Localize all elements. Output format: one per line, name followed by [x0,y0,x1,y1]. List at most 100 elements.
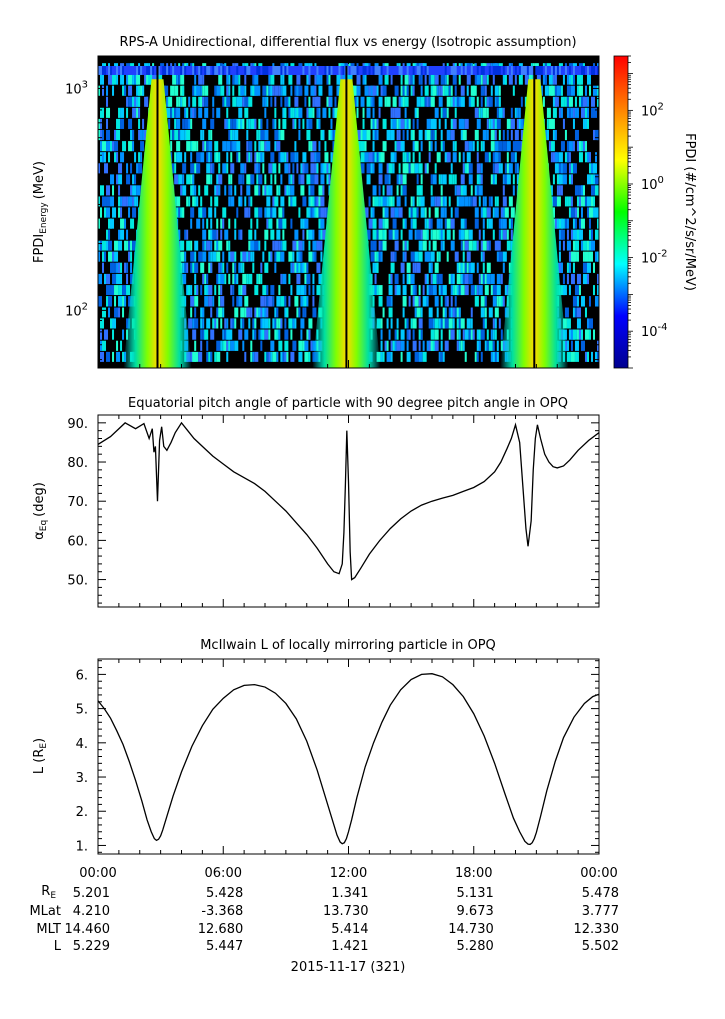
spectrogram-cell [458,66,462,75]
spectrogram-cell [126,174,131,185]
pitch-angle-y-tick-label: 60. [67,534,88,549]
spectrogram-cell [264,307,267,318]
spectrogram-cell [130,273,135,285]
spectrogram-cell [218,66,221,75]
spectrogram-cell [576,207,579,218]
spectrogram-cell [238,96,243,107]
spectrogram-cell [386,340,389,351]
spectrogram-cell [200,262,205,273]
spectrogram-cell [404,163,409,174]
spectrogram-cell [378,185,381,196]
spectrogram-cell [272,207,277,218]
spectrogram-cell [392,163,395,174]
spectrogram-cell [566,240,571,251]
spectrogram-cell [440,285,443,296]
spectrogram-cell [112,251,115,262]
spectrogram-cell [202,318,205,329]
pitch-angle-panel: Equatorial pitch angle of particle with … [32,396,600,608]
spectrogram-cell [504,74,507,85]
spectrogram-cell [430,185,433,196]
spectrogram-cell [212,163,215,174]
spectrogram-cell [426,96,429,107]
spectrogram-cell [450,129,455,141]
spectrogram-cell [130,251,133,262]
spectrogram-cell [100,118,103,129]
spectrogram-cell [244,85,247,96]
spectrogram-cell [110,174,115,185]
spectrogram-cell [138,66,141,75]
spectrogram-cell [112,273,117,285]
spectrogram-cell [328,107,331,118]
spectrogram-cell [370,207,373,218]
spectrogram-cell [410,318,413,329]
spectrogram-cell [304,96,307,107]
spectrogram-cell [506,174,511,185]
spectrogram-cell [206,174,211,185]
spectrogram-cell [276,318,279,329]
spectrogram-cell [494,318,497,329]
spectrogram-cell [572,107,575,118]
spectrogram-cell [202,273,205,285]
spectrogram-cell [418,240,423,251]
spectrogram-cell [450,329,455,340]
spectrogram-cell [506,229,509,240]
spectrogram-cell [248,251,251,262]
spectrogram-cell [200,96,203,107]
spectrogram-cell [566,262,569,273]
spectrogram-cell [572,218,575,229]
spectrogram-cell [420,96,425,107]
spectrogram-cell [126,66,129,75]
spectrogram-cell [118,285,123,296]
spectrogram-cell [334,96,337,107]
spectrogram-cell [234,185,237,196]
spectrogram-cell [490,129,495,141]
spectrogram-cell [566,74,569,85]
spectrogram-cell [478,285,483,296]
spectrogram-cell [446,74,449,85]
spectrogram-cell [174,85,179,96]
spectrogram-cell [412,262,415,273]
spectrogram-cell [306,273,311,285]
spectrogram-cell [414,251,419,262]
spectrogram-cell [194,340,197,351]
spectrogram-cell [376,85,379,96]
spectrogram-cell [498,229,501,240]
spectrogram-cell [318,207,321,218]
spectrogram-cell [556,85,561,96]
spectrogram-cell [474,218,479,229]
spectrogram-cell [400,262,405,273]
spectrogram-cell [510,229,513,240]
spectrogram-cell [182,66,185,75]
spectrogram-cell [288,185,291,196]
spectrogram-cell [478,229,481,240]
spectrogram-cell [138,163,143,174]
spectrogram-cell [412,118,415,129]
spectrogram-cell [466,318,471,329]
l-value: 1.421 [331,939,368,954]
spectrogram-cell [316,285,321,296]
spectrogram-cell [224,340,227,351]
spectrogram-cell [468,141,473,152]
spectrogram-cell [496,296,499,307]
spectrogram-cell [586,66,590,75]
spectrogram-cell [332,66,335,75]
spectrogram-cell [132,96,137,107]
spectrogram-cell [446,107,449,118]
spectrogram-cell [104,207,107,218]
spectrogram-cell [372,141,375,152]
spectrogram-cell [568,207,571,218]
spectrogram-cell [244,107,249,118]
spectrogram-cell [390,207,395,218]
spectrogram-cell [386,196,389,207]
spectrogram-cell [164,66,167,75]
spectrogram-cell [310,163,315,174]
spectrogram-cell [590,107,593,118]
spectrogram-cell [270,229,275,240]
spectrogram-cell [320,240,323,251]
spectrogram-cell [520,129,525,141]
spectrogram-cell [576,251,579,262]
spectrogram-cell [118,185,121,196]
spectrogram-cell [440,66,444,75]
spectrogram-cell [216,107,221,118]
spectrogram-cell [106,107,111,118]
